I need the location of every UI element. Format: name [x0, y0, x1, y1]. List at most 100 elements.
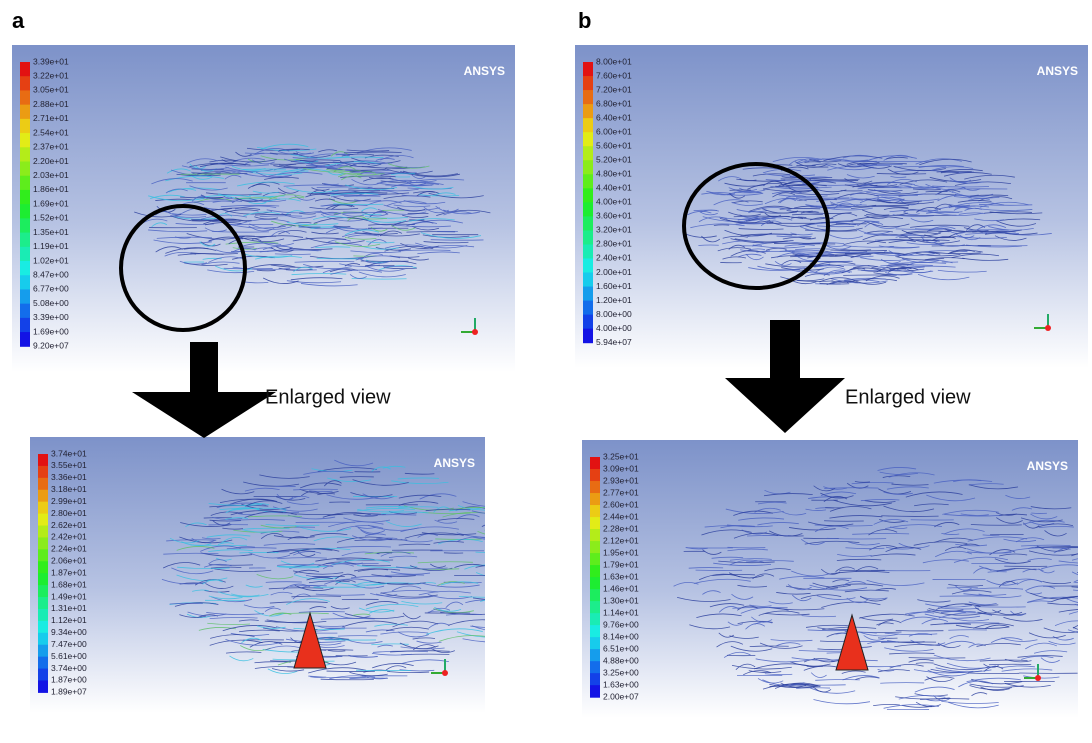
color-bar-bin	[38, 609, 48, 621]
legend-label: 1.19e+01	[33, 241, 69, 251]
legend-label: 2.12e+01	[603, 535, 639, 545]
color-bar-bin	[590, 613, 600, 626]
color-bar-bin	[590, 505, 600, 518]
legend-label: 3.25e+01	[603, 451, 639, 461]
legend-label: 1.52e+01	[33, 213, 69, 223]
legend-label: 2.20e+01	[33, 156, 69, 166]
color-bar-bin	[590, 637, 600, 650]
color-bar-bin	[20, 332, 30, 347]
color-bar-bin	[38, 657, 48, 669]
legend-label: 8.14e+00	[603, 631, 639, 641]
legend-label: 1.63e+01	[603, 571, 639, 581]
view-background	[575, 45, 1088, 368]
axis-glyph	[1035, 675, 1041, 681]
legend-label: 6.80e+01	[596, 98, 632, 108]
color-bar-bin	[590, 517, 600, 530]
legend-label: 9.20e+07	[33, 341, 69, 351]
streamline	[495, 581, 530, 583]
legend-label: 9.34e+00	[51, 627, 87, 637]
legend-label: 1.95e+01	[603, 547, 639, 557]
color-bar-bin	[583, 244, 593, 259]
color-bar-bin	[38, 680, 48, 692]
color-bar-bin	[590, 673, 600, 686]
legend-label: 1.69e+01	[33, 198, 69, 208]
color-bar-bin	[38, 466, 48, 478]
legend-label: 4.00e+00	[596, 323, 632, 333]
color-bar-bin	[38, 549, 48, 561]
color-bar-bin	[583, 216, 593, 231]
color-bar-bin	[38, 514, 48, 526]
color-bar-bin	[590, 577, 600, 590]
color-bar-bin	[590, 457, 600, 470]
legend-label: 2.93e+01	[603, 475, 639, 485]
color-bar-bin	[38, 490, 48, 502]
legend-label: 3.18e+01	[51, 484, 87, 494]
legend-label: 3.74e+01	[51, 448, 87, 458]
color-bar-bin	[38, 597, 48, 609]
legend-label: 1.35e+01	[33, 227, 69, 237]
color-bar-bin	[590, 493, 600, 506]
axis-glyph	[1045, 325, 1051, 331]
legend-label: 1.20e+01	[596, 295, 632, 305]
color-bar-bin	[583, 287, 593, 302]
streamline	[486, 602, 537, 603]
color-bar-bin	[20, 247, 30, 262]
color-bar-bin	[590, 649, 600, 662]
legend-label: 2.62e+01	[51, 520, 87, 530]
legend-label: 8.00e+01	[596, 56, 632, 66]
legend-label: 2.37e+01	[33, 142, 69, 152]
color-bar-bin	[583, 202, 593, 217]
color-bar-bin	[583, 329, 593, 344]
enlarged-view-caption: Enlarged view	[265, 386, 391, 408]
color-bar-bin	[590, 565, 600, 578]
legend-label: 3.36e+01	[51, 472, 87, 482]
legend-label: 1.12e+01	[51, 615, 87, 625]
legend-label: 6.77e+00	[33, 284, 69, 294]
color-bar-bin	[20, 190, 30, 205]
legend-label: 9.76e+00	[603, 619, 639, 629]
color-bar-bin	[590, 553, 600, 566]
legend-label: 1.46e+01	[603, 583, 639, 593]
color-bar-bin	[20, 105, 30, 120]
color-bar-bin	[590, 529, 600, 542]
legend-label: 4.00e+01	[596, 197, 632, 207]
legend-label: 2.24e+01	[51, 544, 87, 554]
streamline	[1081, 591, 1092, 595]
legend-label: 5.61e+00	[51, 651, 87, 661]
color-bar-bin	[590, 541, 600, 554]
color-bar-bin	[20, 62, 30, 77]
color-bar-bin	[20, 204, 30, 219]
legend-label: 2.44e+01	[603, 511, 639, 521]
color-bar-bin	[38, 669, 48, 681]
legend-label: 1.31e+01	[51, 603, 87, 613]
legend-label: 2.28e+01	[603, 523, 639, 533]
legend-label: 1.02e+01	[33, 255, 69, 265]
legend-label: 1.49e+01	[51, 591, 87, 601]
legend-label: 2.42e+01	[51, 532, 87, 542]
color-bar-bin	[38, 645, 48, 657]
legend-label: 4.88e+00	[603, 655, 639, 665]
legend-label: 1.68e+01	[51, 579, 87, 589]
legend-label: 7.47e+00	[51, 639, 87, 649]
color-bar-bin	[583, 132, 593, 147]
color-bar-bin	[583, 146, 593, 161]
legend-label: 4.40e+01	[596, 183, 632, 193]
color-bar-bin	[583, 62, 593, 77]
color-bar-bin	[20, 233, 30, 248]
legend-label: 5.20e+01	[596, 154, 632, 164]
simulation-view: 3.74e+013.55e+013.36e+013.18e+012.99e+01…	[30, 437, 546, 713]
color-bar-bin	[38, 561, 48, 573]
legend-label: 3.25e+00	[603, 667, 639, 677]
logo: ANSYS	[1037, 64, 1078, 78]
legend-label: 2.88e+01	[33, 99, 69, 109]
legend-label: 1.89e+07	[51, 687, 87, 697]
legend-label: 1.86e+01	[33, 184, 69, 194]
legend-label: 2.60e+01	[603, 499, 639, 509]
color-bar-bin	[20, 176, 30, 191]
color-bar-bin	[583, 76, 593, 91]
color-bar-bin	[20, 119, 30, 134]
legend-label: 2.54e+01	[33, 127, 69, 137]
color-bar-bin	[583, 188, 593, 203]
enlarged-view-caption: Enlarged view	[845, 386, 971, 408]
color-bar-bin	[590, 685, 600, 698]
